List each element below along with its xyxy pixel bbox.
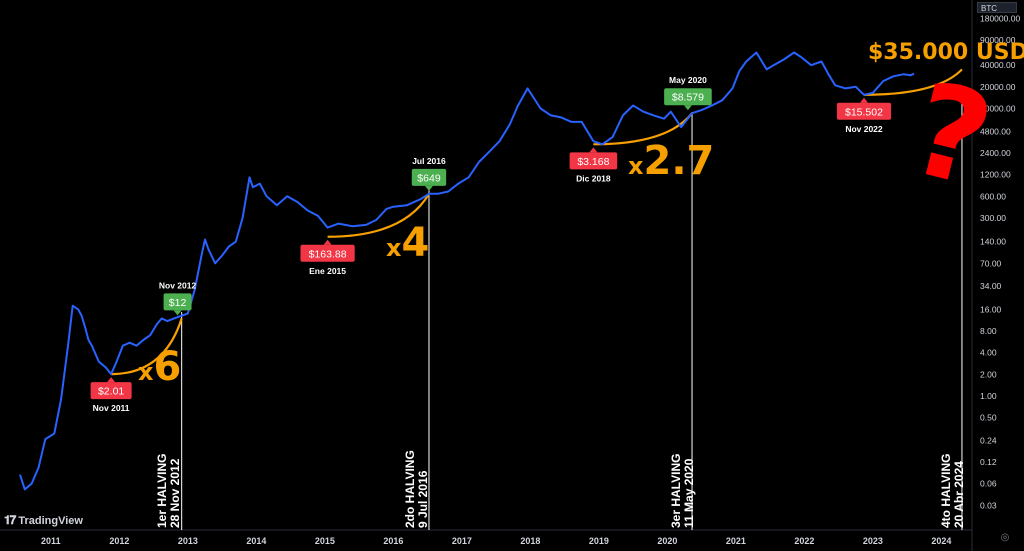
price-tick-label: 600.00 — [980, 191, 1006, 201]
price-tick-label: 0.03 — [980, 500, 997, 510]
price-tick-label: 20000.00 — [980, 82, 1016, 92]
price-tick-label: 2.00 — [980, 369, 997, 379]
price-tick-label: 10000.00 — [980, 103, 1016, 113]
price-annotation-low: $3.168 Dic 2018 — [569, 147, 618, 183]
annotation-pointer — [173, 310, 182, 316]
tradingview-icon: 𝟏𝟕 — [4, 513, 16, 527]
time-tick-label: 2018 — [520, 536, 540, 546]
price-annotation-low: $2.01 Nov 2011 — [90, 377, 132, 413]
price-tick-label: 300.00 — [980, 213, 1006, 223]
settings-icon[interactable]: ◎ — [1000, 532, 1010, 543]
time-tick-label: 2013 — [178, 536, 198, 546]
time-tick-label: 2021 — [726, 536, 746, 546]
target-price-label: $35.000 USD — [868, 40, 1024, 65]
price-tick-label: 2400.00 — [980, 148, 1011, 158]
annotation-price: $8.579 — [672, 92, 704, 104]
price-tick-label: 90000.00 — [980, 35, 1016, 45]
price-tick-label: 8.00 — [980, 326, 997, 336]
annotation-badge — [569, 152, 618, 170]
annotation-pointer — [323, 239, 332, 245]
price-tick-label: 0.24 — [980, 435, 997, 445]
annotation-badge — [411, 168, 447, 186]
growth-curve — [863, 68, 963, 96]
halving-label-2: 2do HALVING 9 Jul 2016 — [403, 450, 430, 528]
halving-label-3: 3er HALVING 11 May 2020 — [669, 453, 696, 528]
price-tick-label: 4.00 — [980, 348, 997, 358]
price-annotation-high: $649 Jul 2016 — [411, 156, 447, 191]
multiplier-x2-7: x2.7 — [628, 138, 715, 184]
price-tick-label: 1.00 — [980, 391, 997, 401]
price-tick-label: 40000.00 — [980, 60, 1016, 70]
annotation-price: $12 — [169, 297, 187, 309]
ticker-label[interactable]: BTC — [977, 2, 1017, 13]
annotation-pointer — [424, 185, 433, 191]
annotation-price: $163.88 — [309, 248, 347, 260]
annotation-pointer — [107, 377, 116, 383]
price-tick-label: 0.06 — [980, 479, 997, 489]
tradingview-logo[interactable]: 𝟏𝟕 TradingView — [4, 513, 83, 528]
price-tick-label: 70.00 — [980, 258, 1002, 268]
time-tick-label: 2022 — [794, 536, 814, 546]
multiplier-x6: x6 — [138, 344, 182, 390]
time-tick-label: 2020 — [657, 536, 677, 546]
annotation-badge — [163, 293, 192, 311]
halving-label-4: 4to HALVING 20 Abr 2024 — [939, 453, 966, 528]
annotation-date: Ene 2015 — [309, 266, 346, 276]
time-tick-label: 2024 — [931, 536, 951, 546]
price-tick-label: 16.00 — [980, 304, 1002, 314]
annotation-pointer — [683, 105, 692, 111]
time-tick-label: 2019 — [589, 536, 609, 546]
multiplier-x4: x4 — [386, 220, 430, 266]
time-tick-label: 2014 — [246, 536, 266, 546]
price-tick-label: 140.00 — [980, 237, 1006, 247]
time-tick-label: 2017 — [452, 536, 472, 546]
time-tick-label: 2011 — [41, 536, 61, 546]
price-tick-label: 180000.00 — [980, 13, 1020, 23]
tradingview-wordmark: TradingView — [18, 514, 83, 527]
annotation-date: Jul 2016 — [412, 156, 446, 166]
growth-curve — [327, 193, 430, 238]
annotation-price: $649 — [417, 172, 441, 184]
annotation-date: Nov 2022 — [845, 124, 883, 134]
annotation-pointer — [859, 97, 868, 103]
annotation-date: May 2020 — [669, 75, 707, 85]
time-tick-label: 2023 — [863, 536, 883, 546]
annotation-price: $3.168 — [577, 156, 609, 168]
price-tick-label: 4800.00 — [980, 126, 1011, 136]
annotation-badge — [836, 102, 892, 120]
price-annotation-high: $8.579 May 2020 — [664, 75, 712, 111]
annotation-badge — [664, 88, 712, 106]
halving-label-1: 1er HALVING 28 Nov 2012 — [155, 453, 182, 528]
price-tick-label: 0.12 — [980, 457, 997, 467]
time-tick-label: 2016 — [383, 536, 403, 546]
growth-curve — [111, 318, 183, 376]
annotation-badge — [90, 382, 132, 400]
annotation-date: Nov 2012 — [159, 280, 197, 290]
annotation-date: Dic 2018 — [576, 173, 611, 183]
annotation-badge — [300, 244, 355, 262]
annotation-price: $2.01 — [98, 386, 124, 398]
time-tick-label: 2012 — [109, 536, 129, 546]
price-annotation-high: $12 Nov 2012 — [159, 280, 197, 316]
time-tick-label: 2015 — [315, 536, 335, 546]
annotation-price: $15.502 — [845, 106, 883, 118]
price-tick-label: 0.50 — [980, 413, 997, 423]
annotation-date: Nov 2011 — [93, 403, 130, 413]
btc-price-line — [19, 51, 915, 491]
annotation-pointer — [589, 147, 598, 153]
price-tick-label: 34.00 — [980, 281, 1002, 291]
price-tick-label: 1200.00 — [980, 170, 1011, 180]
price-annotation-low: $163.88 Ene 2015 — [300, 239, 355, 276]
price-annotation-low: $15.502 Nov 2022 — [836, 97, 892, 134]
